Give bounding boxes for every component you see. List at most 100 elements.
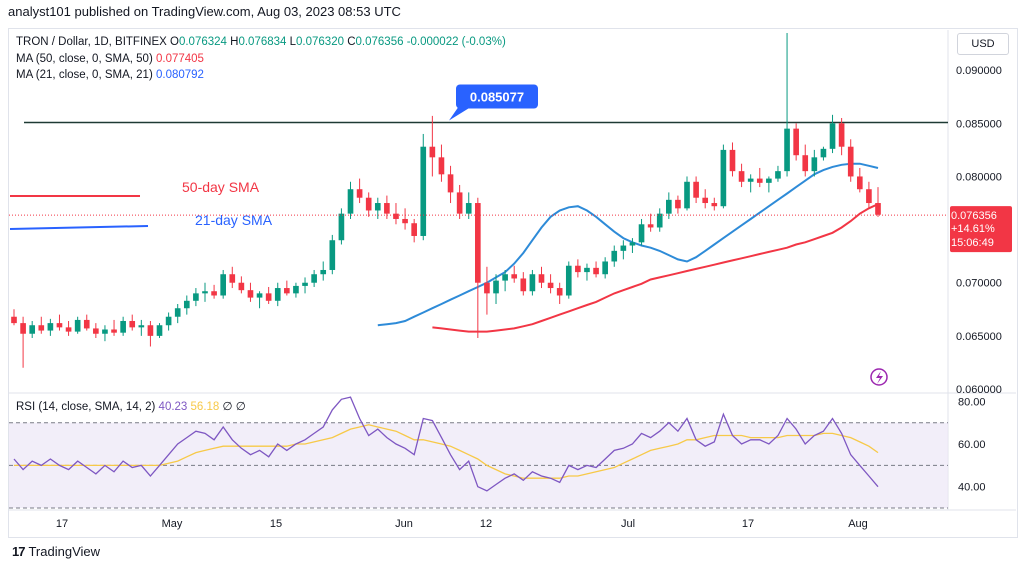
time-tick-label: 17 — [56, 518, 68, 530]
time-tick-label: 12 — [480, 518, 492, 530]
open-value: 0.076324 — [178, 36, 227, 48]
ma50-value: 0.077405 — [155, 53, 204, 65]
price-tag-countdown: 15:06:49 — [951, 237, 994, 249]
rsi-tick-label: 80.00 — [958, 396, 986, 408]
time-tick-label: Jun — [395, 518, 413, 530]
rsi-label: RSI (14, close, SMA, 14, 2) — [16, 401, 156, 413]
candle-body — [565, 265, 572, 296]
change-value: -0.000022 (-0.03%) — [406, 36, 506, 48]
candle-body — [847, 146, 854, 177]
candle-body — [529, 274, 536, 292]
time-tick-label: 17 — [742, 518, 754, 530]
candle-body — [274, 288, 281, 301]
candle-body — [693, 181, 699, 198]
price-tick-label: 0.090000 — [956, 65, 1002, 77]
ma21-legend: MA (21, close, 0, SMA, 21) 0.080792 — [16, 69, 204, 81]
candle-body — [74, 319, 81, 332]
candle-body — [384, 203, 390, 214]
time-tick-label: May — [162, 518, 183, 530]
candle-body — [493, 280, 499, 294]
candle-body — [83, 319, 90, 329]
rsi-ma-value: 56.18 — [190, 401, 220, 413]
candle-body — [311, 274, 317, 283]
candle-body — [766, 178, 772, 183]
ma50-legend: MA (50, close, 0, SMA, 50) 0.077405 — [16, 53, 204, 65]
candle-body — [20, 323, 26, 334]
footer-brand: 17 TradingView — [12, 544, 100, 559]
candle-body — [475, 203, 481, 283]
rsi-legend: RSI (14, close, SMA, 14, 2) 40.23 56.18 … — [16, 399, 246, 413]
candle-body — [102, 329, 108, 334]
ma21-annotation-label: 21-day SMA — [195, 212, 273, 228]
footer-brand-label: TradingView — [28, 544, 101, 559]
candle-body — [111, 329, 117, 333]
candle-body — [11, 316, 17, 324]
candle-body — [747, 178, 754, 182]
candle-body — [602, 261, 608, 275]
price-tag-box — [950, 206, 1012, 253]
candle-body — [820, 148, 827, 158]
candle-body — [202, 291, 208, 294]
candle-body — [629, 242, 636, 246]
candle-body — [675, 199, 681, 209]
candle-body — [729, 149, 736, 172]
candle-body — [866, 189, 872, 204]
candle-body — [47, 323, 54, 331]
candle-body — [793, 128, 799, 156]
candle-body — [784, 128, 790, 172]
price-tag-price: 0.076356 — [951, 210, 997, 222]
candle-body — [638, 224, 645, 243]
rsi-tick-label: 40.00 — [958, 482, 986, 494]
candle-body — [720, 149, 727, 207]
close-value: 0.076356 — [355, 36, 404, 48]
price-tick-label: 0.070000 — [956, 278, 1002, 290]
candle-body — [502, 274, 508, 281]
candle-body — [538, 274, 545, 283]
candle-body — [711, 203, 718, 207]
currency-button[interactable]: USD — [957, 33, 1009, 55]
candle-body — [29, 325, 36, 334]
price-tick-label: 0.080000 — [956, 171, 1002, 183]
candle-body — [456, 192, 463, 214]
chart-frame — [8, 28, 1018, 538]
price-tick-label: 0.065000 — [956, 331, 1002, 343]
ma21-value: 0.080792 — [155, 69, 204, 81]
candle-body — [156, 325, 163, 336]
price-tick-label: 0.085000 — [956, 118, 1002, 130]
candle-body — [120, 320, 126, 333]
candle-body — [356, 189, 363, 198]
candle-body — [374, 203, 381, 211]
candle-body — [756, 178, 763, 183]
candle-body — [575, 265, 581, 273]
price-tick-label: 0.060000 — [956, 384, 1002, 396]
ma21-label: MA (21, close, 0, SMA, 21) — [16, 69, 153, 81]
candle-body — [656, 213, 663, 228]
candle-body — [802, 155, 809, 172]
rsi-tick-label: 60.00 — [958, 439, 986, 451]
low-value: 0.076320 — [296, 36, 344, 48]
candle-body — [338, 213, 345, 241]
candle-body — [183, 300, 190, 309]
candle-body — [56, 323, 63, 328]
rsi-line — [13, 396, 879, 492]
candle-body — [302, 282, 308, 286]
candle-body — [320, 269, 327, 275]
candle-body — [738, 171, 745, 182]
lightning-icon-bolt — [876, 371, 883, 384]
candle-body — [411, 223, 417, 236]
candle-body — [420, 146, 427, 236]
level-callout-box — [456, 84, 538, 109]
candle-body — [775, 171, 781, 179]
candle-body — [347, 189, 354, 214]
candle-body — [611, 250, 618, 262]
candle-body — [93, 328, 99, 334]
candle-body — [65, 327, 72, 332]
candle-body — [465, 203, 472, 214]
candle-body — [229, 274, 236, 283]
candle-body — [129, 320, 136, 328]
candle-body — [547, 282, 554, 289]
candle-body — [147, 325, 154, 336]
candle-body — [174, 308, 181, 317]
candle-body — [484, 282, 490, 294]
